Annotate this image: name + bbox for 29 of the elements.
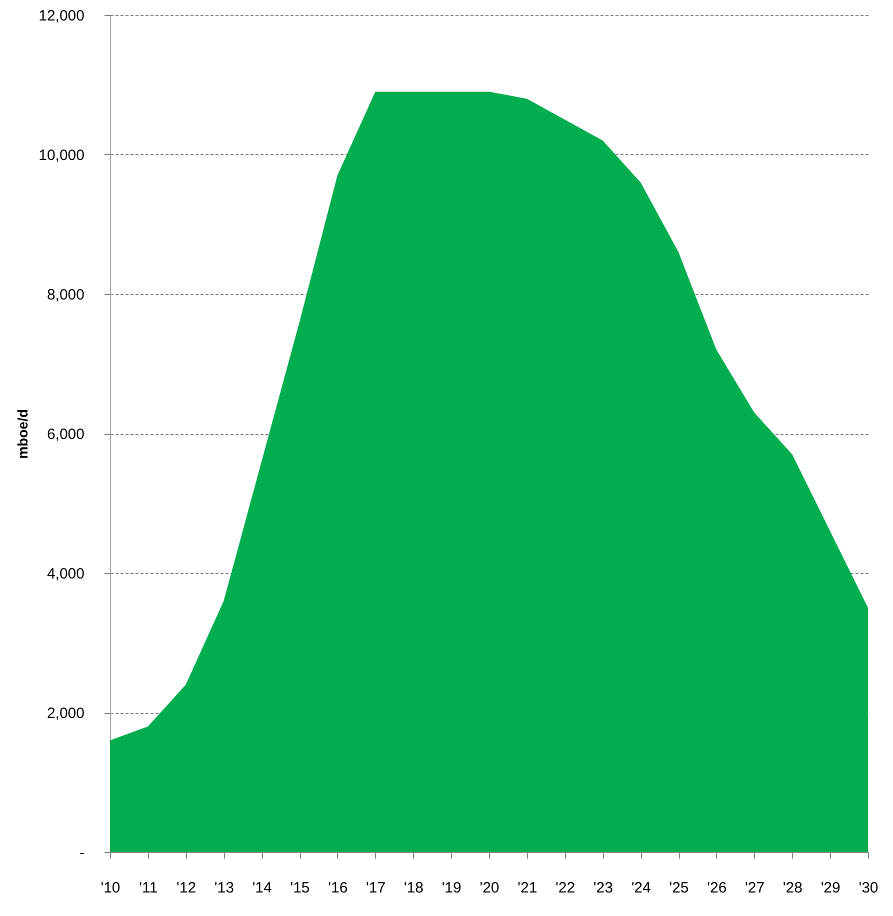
x-tick-label: '29	[820, 880, 840, 896]
x-tick-label: '18	[404, 880, 424, 896]
x-tick-label: '19	[442, 880, 462, 896]
x-tick-label: '12	[176, 880, 196, 896]
x-tick-label: '16	[328, 880, 348, 896]
y-tick-label: 12,000	[38, 8, 84, 24]
y-axis-title: mboe/d	[14, 409, 31, 459]
x-tick-label: '11	[139, 880, 158, 896]
y-tick-label: 6,000	[46, 426, 84, 443]
x-tick-label: '20	[480, 880, 500, 896]
y-tick-label: 4,000	[46, 566, 84, 582]
x-tick-label: '25	[669, 880, 689, 896]
x-tick-label: '23	[593, 880, 613, 896]
x-tick-label: '22	[556, 880, 576, 896]
x-tick-label: '10	[100, 880, 120, 896]
y-tick-label: 10,000	[38, 147, 84, 164]
x-tick-label: '17	[366, 880, 386, 896]
y-tick-label: 8,000	[46, 286, 84, 304]
y-tick-label: 2,000	[46, 705, 84, 722]
x-tick-label: '13	[214, 880, 234, 896]
x-tick-label: '24	[631, 880, 651, 896]
x-tick-label: '28	[782, 880, 802, 896]
x-tick-label: '15	[290, 880, 310, 896]
x-tick-label: '27	[745, 880, 765, 896]
x-tick-label: '30	[858, 880, 878, 896]
x-tick-label: '21	[518, 880, 538, 896]
x-tick-label: '26	[707, 880, 727, 896]
y-tick-label: -	[80, 844, 84, 862]
x-tick-label: '14	[252, 880, 272, 896]
